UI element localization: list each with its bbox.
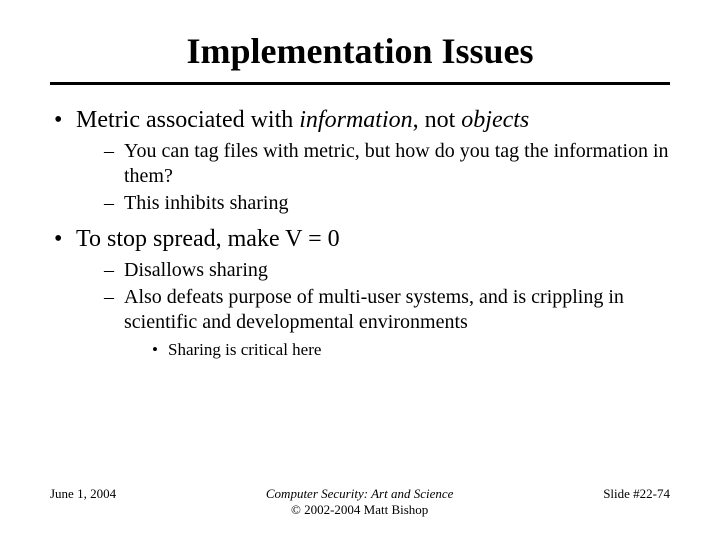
- bullet-1-pre: Metric associated with: [76, 107, 299, 133]
- title-rule: [50, 82, 670, 85]
- bullet-1-sublist: You can tag files with metric, but how d…: [76, 139, 670, 216]
- footer: June 1, 2004 Computer Security: Art and …: [50, 486, 670, 518]
- bullet-2: To stop spread, make V = 0 Disallows sha…: [50, 224, 670, 360]
- footer-slide-number: Slide #22-74: [603, 486, 670, 502]
- bullet-2-text: To stop spread, make V = 0: [76, 226, 340, 252]
- bullet-2-sub-2-sub-1: Sharing is critical here: [152, 339, 670, 360]
- slide-content: Metric associated with information, not …: [50, 105, 670, 360]
- footer-book-title: Computer Security: Art and Science: [266, 486, 454, 502]
- bullet-list: Metric associated with information, not …: [50, 105, 670, 360]
- bullet-2-sublist: Disallows sharing Also defeats purpose o…: [76, 258, 670, 360]
- footer-copyright: © 2002-2004 Matt Bishop: [266, 502, 454, 518]
- bullet-2-sub-2: Also defeats purpose of multi-user syste…: [104, 285, 670, 360]
- bullet-1-sub-2: This inhibits sharing: [104, 191, 670, 216]
- bullet-1-em2: objects: [461, 107, 529, 133]
- slide-title: Implementation Issues: [50, 30, 670, 72]
- slide: Implementation Issues Metric associated …: [0, 0, 720, 540]
- bullet-1-em1: information: [299, 107, 412, 133]
- bullet-1-mid: , not: [413, 107, 462, 133]
- bullet-1: Metric associated with information, not …: [50, 105, 670, 216]
- bullet-2-sub-2-text: Also defeats purpose of multi-user syste…: [124, 286, 624, 333]
- bullet-1-sub-1: You can tag files with metric, but how d…: [104, 139, 670, 189]
- footer-center: Computer Security: Art and Science © 200…: [266, 486, 454, 518]
- bullet-2-sub-1: Disallows sharing: [104, 258, 670, 283]
- bullet-2-sub-2-sublist: Sharing is critical here: [124, 339, 670, 360]
- footer-date: June 1, 2004: [50, 486, 116, 502]
